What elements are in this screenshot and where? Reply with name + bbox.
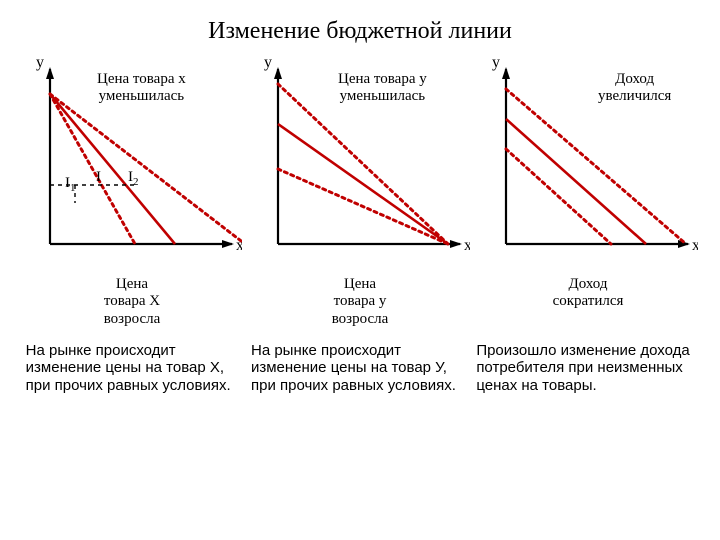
annot-price-x-l1: Цена товара x [97,71,186,87]
below-price-x-l3: возросла [104,311,161,327]
annot-price-x-l2: уменьшилась [99,88,185,104]
below-price-x-l1: Цена [116,276,148,292]
below-price-x-l2: товара X [104,293,160,309]
below-price-x: Цена товара X возросла [22,276,242,328]
desc-price-y: На рынке происходит изменение цены на то… [251,342,469,395]
svg-text:x: x [692,237,698,254]
below-price-y: Цена товара y возросла [250,276,470,328]
desc-price-x: На рынке происходит изменение цены на то… [26,342,244,395]
annot-price-x: Цена товара x уменьшилась [97,71,186,106]
svg-text:I: I [96,169,101,185]
annot-income-l1: Доход [615,71,654,87]
svg-text:y: y [36,54,44,71]
annot-price-y: Цена товара y уменьшилась [338,71,427,106]
below-income-l2: сократился [553,293,624,309]
below-income-l1: Доход [569,276,608,292]
below-income: Доход сократился [478,276,698,311]
svg-text:x: x [464,237,470,254]
panel-price-y: Цена товара y уменьшилась y x Цена товара… [250,49,470,328]
below-price-y-l2: товара y [334,293,387,309]
svg-text:y: y [264,54,272,71]
below-price-y-l3: возросла [332,311,389,327]
annot-income-l2: увеличился [598,88,671,104]
desc-income: Произошло изменение дохода потребителя п… [476,342,694,395]
annot-price-y-l1: Цена товара y [338,71,427,87]
panel-income: Доход увеличился y x Доход сократился [478,49,698,328]
svg-text:I1: I1 [65,175,76,194]
svg-text:y: y [492,54,500,71]
descriptions-row: На рынке происходит изменение цены на то… [0,328,720,395]
panel-price-x: Цена товара x уменьшилась yxI1II2 Цена т… [22,49,242,328]
page-title: Изменение бюджетной линии [0,0,720,49]
svg-text:I2: I2 [128,169,139,188]
below-price-y-l1: Цена [344,276,376,292]
charts-row: Цена товара x уменьшилась y x I1 I I2 Цена т… [0,49,720,328]
annot-income: Доход увеличился [598,71,671,106]
annot-price-y-l2: уменьшилась [340,88,426,104]
